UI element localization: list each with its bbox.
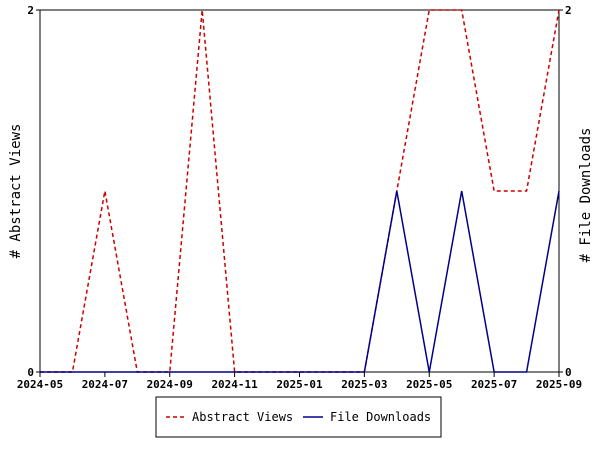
data-point-abstract-views <box>526 190 528 192</box>
x-tick-label: 2024-11 <box>211 378 258 391</box>
plot-area <box>39 9 560 373</box>
x-tick-label: 2024-07 <box>82 378 128 391</box>
x-tick-label: 2025-01 <box>276 378 323 391</box>
x-axis: 2024-05 2024-07 2024-09 2024-11 2025-01 2025-… <box>17 372 582 391</box>
data-point-abstract-views <box>104 190 106 192</box>
x-tick-label: 2025-09 <box>536 378 582 391</box>
data-point-abstract-views <box>461 9 463 11</box>
data-point-file-downloads <box>558 190 560 192</box>
data-point-file-downloads <box>396 190 398 192</box>
data-point-abstract-views <box>201 9 203 11</box>
y-tick-label-right: 2 <box>565 4 572 17</box>
legend-label-abstract-views: Abstract Views <box>192 410 293 424</box>
x-tick-label: 2024-05 <box>17 378 63 391</box>
y-tick-label-right: 0 <box>565 366 572 379</box>
data-point-file-downloads <box>72 371 74 373</box>
data-point-file-downloads <box>201 371 203 373</box>
y-tick-label-left: 2 <box>27 4 34 17</box>
y-axis-title-left: # Abstract Views <box>8 124 24 259</box>
data-point-file-downloads <box>266 371 268 373</box>
legend: Abstract Views File Downloads <box>155 396 442 438</box>
y-tick-label-left: 0 <box>27 366 34 379</box>
x-tick-label: 2024-09 <box>147 378 193 391</box>
legend-box <box>155 396 442 438</box>
legend-label-file-downloads: File Downloads <box>330 410 431 424</box>
y-axis-title-right: # File Downloads <box>578 128 594 263</box>
x-tick-label: 2025-05 <box>406 378 452 391</box>
series-line-abstract-views <box>40 9 560 373</box>
data-point-file-downloads <box>526 371 528 373</box>
y-axes: 0 0 2 2 <box>27 4 571 379</box>
data-point-file-downloads <box>331 371 333 373</box>
data-point-file-downloads <box>461 190 463 192</box>
x-tick-label: 2025-07 <box>471 378 517 391</box>
data-point-file-downloads <box>137 371 139 373</box>
x-tick-label: 2025-03 <box>341 378 387 391</box>
data-point-abstract-views <box>493 190 495 192</box>
data-point-abstract-views <box>428 9 430 11</box>
